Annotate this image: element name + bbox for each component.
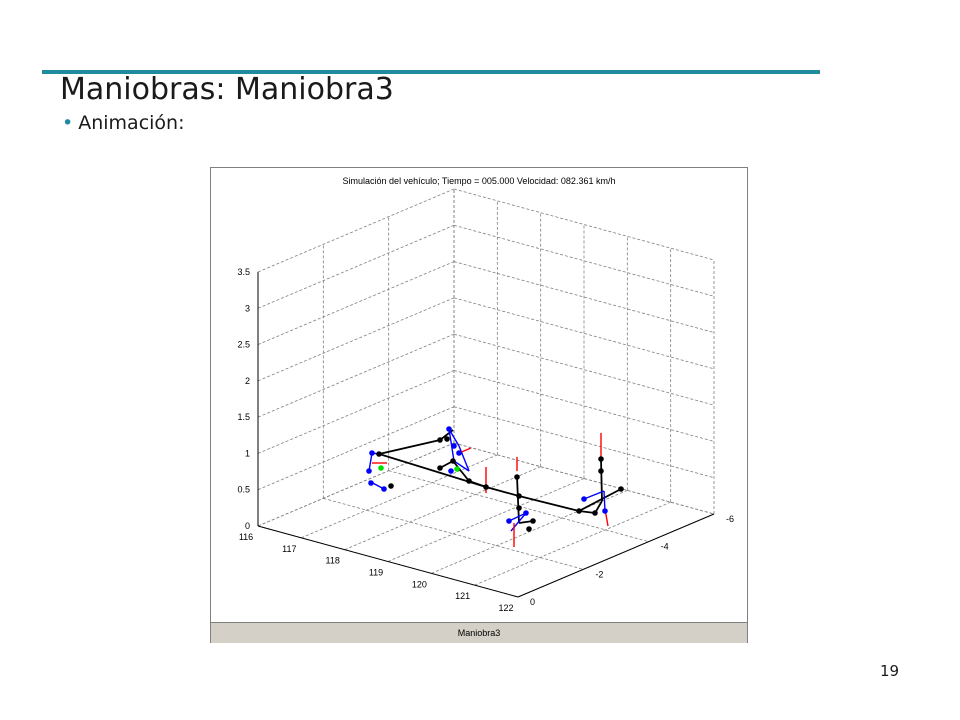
y-tick-label: 0 [530, 597, 535, 607]
suspension-link [458, 445, 470, 472]
chassis-node [450, 458, 456, 464]
suspension-node [602, 508, 608, 514]
bullet-item: • Animación: [62, 112, 184, 134]
title-accent-rule [42, 70, 820, 74]
chassis-node [376, 451, 382, 457]
grid-line [257, 188, 455, 273]
grid-line [257, 442, 455, 527]
bullet-text: Animación: [78, 112, 185, 134]
suspension-link [368, 452, 373, 472]
suspension-link [508, 512, 527, 522]
suspension-node [381, 486, 387, 492]
x-axis [257, 525, 519, 598]
chassis-node [483, 484, 489, 490]
x-tick-label: 120 [412, 579, 427, 589]
slide-title: Maniobras: Maniobra3 [60, 72, 394, 107]
bullet-dot: • [62, 112, 74, 134]
grid-line [387, 478, 585, 562]
z-tick-label: 3 [245, 303, 250, 313]
plot-title: Simulación del vehículo; Tiempo = 005.00… [343, 176, 616, 186]
suspension-link [583, 490, 605, 500]
z-tick-label: 2.5 [237, 340, 250, 350]
z-tick-label: 0.5 [237, 485, 250, 495]
grid-line [257, 370, 455, 454]
grid-line [257, 224, 455, 309]
suspension-link [603, 490, 606, 512]
suspension-node [369, 450, 375, 456]
grid-line [344, 466, 541, 551]
y-tick-label: -4 [661, 542, 669, 552]
suspension-link [453, 460, 470, 472]
chassis-link [518, 495, 580, 512]
grid-line [474, 501, 671, 586]
marker-point [378, 465, 384, 471]
y-tick-label: -6 [726, 514, 734, 524]
chassis-node [466, 478, 472, 484]
chassis-node [618, 486, 624, 492]
chassis-link [468, 480, 487, 488]
x-tick-label: 121 [455, 591, 470, 601]
z-tick-label: 0 [245, 521, 250, 531]
x-tick-label: 118 [325, 556, 339, 566]
chassis-node [592, 510, 598, 516]
x-tick-label: 116 [239, 532, 253, 542]
chassis-node [437, 437, 443, 443]
chassis-link [452, 460, 470, 482]
grid-line [257, 297, 455, 382]
page-number: 19 [880, 662, 900, 680]
suspension-node [456, 450, 462, 456]
chassis-node [516, 505, 522, 511]
z-tick-label: 1.5 [237, 412, 250, 422]
chassis-node [388, 483, 394, 489]
x-tick-label: 119 [369, 568, 383, 578]
x-tick-label: 117 [282, 544, 296, 554]
marker-point [454, 466, 460, 472]
suspension-node [506, 518, 512, 524]
x-tick-label: 122 [498, 603, 513, 613]
figure-caption: Maniobra3 [211, 622, 747, 643]
plot-background [211, 168, 747, 622]
chassis-node [444, 436, 450, 442]
grid-line [431, 489, 628, 574]
grid-layer [257, 188, 715, 598]
vehicle-mechanism [366, 426, 624, 547]
z-tick-label: 2 [245, 376, 250, 386]
grid-line [257, 333, 455, 418]
chassis-link [485, 486, 520, 497]
suspension-node [581, 496, 587, 502]
chassis-node [526, 526, 532, 532]
chassis-node [530, 518, 536, 524]
chassis-node [576, 508, 582, 514]
suspension-node [451, 443, 457, 449]
chassis-node [437, 465, 443, 471]
suspension-link [448, 428, 460, 447]
suspension-node [366, 468, 372, 474]
chassis-node [598, 468, 604, 474]
suspension-node [448, 468, 454, 474]
grid-line [257, 261, 455, 345]
z-tick-label: 1 [245, 448, 250, 458]
chassis-link [600, 458, 603, 502]
chassis-node [514, 474, 520, 480]
chassis-node [516, 493, 522, 499]
chassis-link [378, 439, 441, 455]
y-tick-label: -2 [595, 569, 603, 579]
suspension-node [523, 510, 529, 516]
chassis-link [516, 476, 520, 524]
plot-3d: 0 0.5 1 1.5 2 2.5 3 3.5 116 117 118 119 120 121 122 0 -2… [211, 168, 747, 622]
z-tick-label: 3.5 [237, 267, 250, 277]
y-axis [517, 513, 715, 598]
suspension-node [446, 426, 452, 432]
figure-window: 0 0.5 1 1.5 2 2.5 3 3.5 116 117 118 119 120 121 122 0 -2… [210, 167, 748, 643]
grid-line [257, 406, 455, 491]
chassis-node [598, 456, 604, 462]
suspension-node [368, 480, 374, 486]
tick-layer: 0 0.5 1 1.5 2 2.5 3 3.5 116 117 118 119 120 121 122 0 -2… [237, 267, 734, 613]
chassis-link [578, 488, 622, 512]
